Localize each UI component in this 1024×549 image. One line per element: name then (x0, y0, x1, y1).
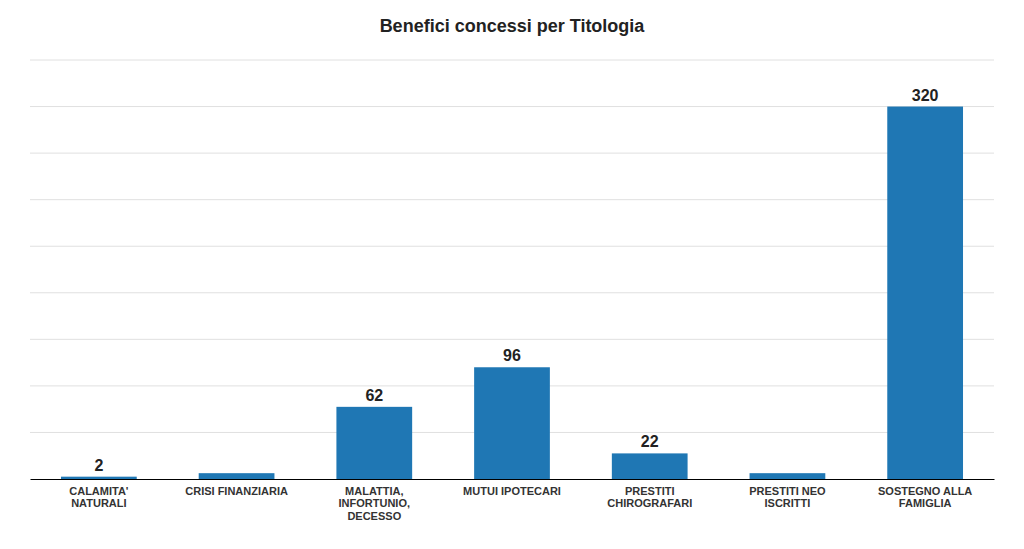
bars (61, 107, 963, 479)
x-tick: MALATTIA,INFORTUNIO,DECESSO (339, 485, 411, 522)
data-labels: 2 62 96 22 320 (94, 87, 938, 474)
x-tick-label: PRESTITI NEOISCRITTI (749, 485, 826, 510)
x-tick: SOSTEGNO ALLAFAMIGLIA (878, 485, 972, 510)
plot-area: CALAMITA'NATURALI CRISI FINANZIARIA MALATT… (30, 60, 995, 522)
x-tick-label-line: FAMIGLIA (899, 497, 952, 509)
x-tick-label: PRESTITICHIROGRAFARI (607, 485, 692, 510)
x-axis: CALAMITA'NATURALI CRISI FINANZIARIA MALATT… (31, 480, 995, 523)
bar (199, 473, 275, 479)
x-tick-label-line: MALATTIA, (345, 485, 403, 497)
x-tick: PRESTITI NEOISCRITTI (749, 485, 826, 510)
x-tick-label-line: SOSTEGNO ALLA (878, 485, 972, 497)
data-label: 320 (912, 87, 939, 104)
data-label: 22 (641, 433, 659, 450)
bar (887, 107, 963, 479)
x-tick-label-line: CHIROGRAFARI (607, 497, 692, 509)
x-tick-label: CRISI FINANZIARIA (185, 485, 288, 497)
x-tick: CRISI FINANZIARIA (185, 485, 288, 497)
title: Benefici concessi per Titologia (380, 16, 646, 36)
grid-line (30, 199, 994, 200)
bar (612, 453, 688, 479)
grid-line (30, 60, 994, 61)
x-tick-label-line: PRESTITI NEO (749, 485, 826, 497)
x-tick-label-line: ISCRITTI (765, 497, 811, 509)
x-tick-label: MUTUI IPOTECARI (463, 485, 561, 497)
x-tick-label-line: PRESTITI (625, 485, 675, 497)
x-tick-label: SOSTEGNO ALLAFAMIGLIA (878, 485, 972, 510)
x-tick-label-line: CALAMITA' (69, 485, 129, 497)
x-tick-label-line: CRISI FINANZIARIA (185, 485, 288, 497)
data-label: 62 (365, 387, 383, 404)
x-axis-line (31, 479, 995, 480)
bar (61, 477, 137, 479)
x-tick-label-line: DECESSO (347, 510, 401, 522)
x-tick: PRESTITICHIROGRAFARI (607, 485, 692, 510)
grid-line (30, 246, 994, 247)
x-tick: CALAMITA'NATURALI (69, 485, 129, 510)
bar (474, 367, 550, 479)
grid-line (30, 106, 994, 107)
bar (336, 407, 412, 479)
x-tick-label: CALAMITA'NATURALI (69, 485, 129, 510)
x-tick-label: MALATTIA,INFORTUNIO,DECESSO (339, 485, 411, 522)
data-label: 96 (503, 347, 521, 364)
x-tick-label-line: NATURALI (71, 497, 126, 509)
grid-line (30, 153, 994, 154)
bar (750, 473, 826, 479)
x-tick-label-line: INFORTUNIO, (339, 497, 411, 509)
grid-line (30, 339, 994, 340)
x-tick-label-line: MUTUI IPOTECARI (463, 485, 561, 497)
data-label: 2 (94, 457, 103, 474)
x-tick: MUTUI IPOTECARI (463, 485, 561, 497)
grid-line (30, 292, 994, 293)
chart: CALAMITA'NATURALI CRISI FINANZIARIA MALATT… (0, 0, 1024, 549)
